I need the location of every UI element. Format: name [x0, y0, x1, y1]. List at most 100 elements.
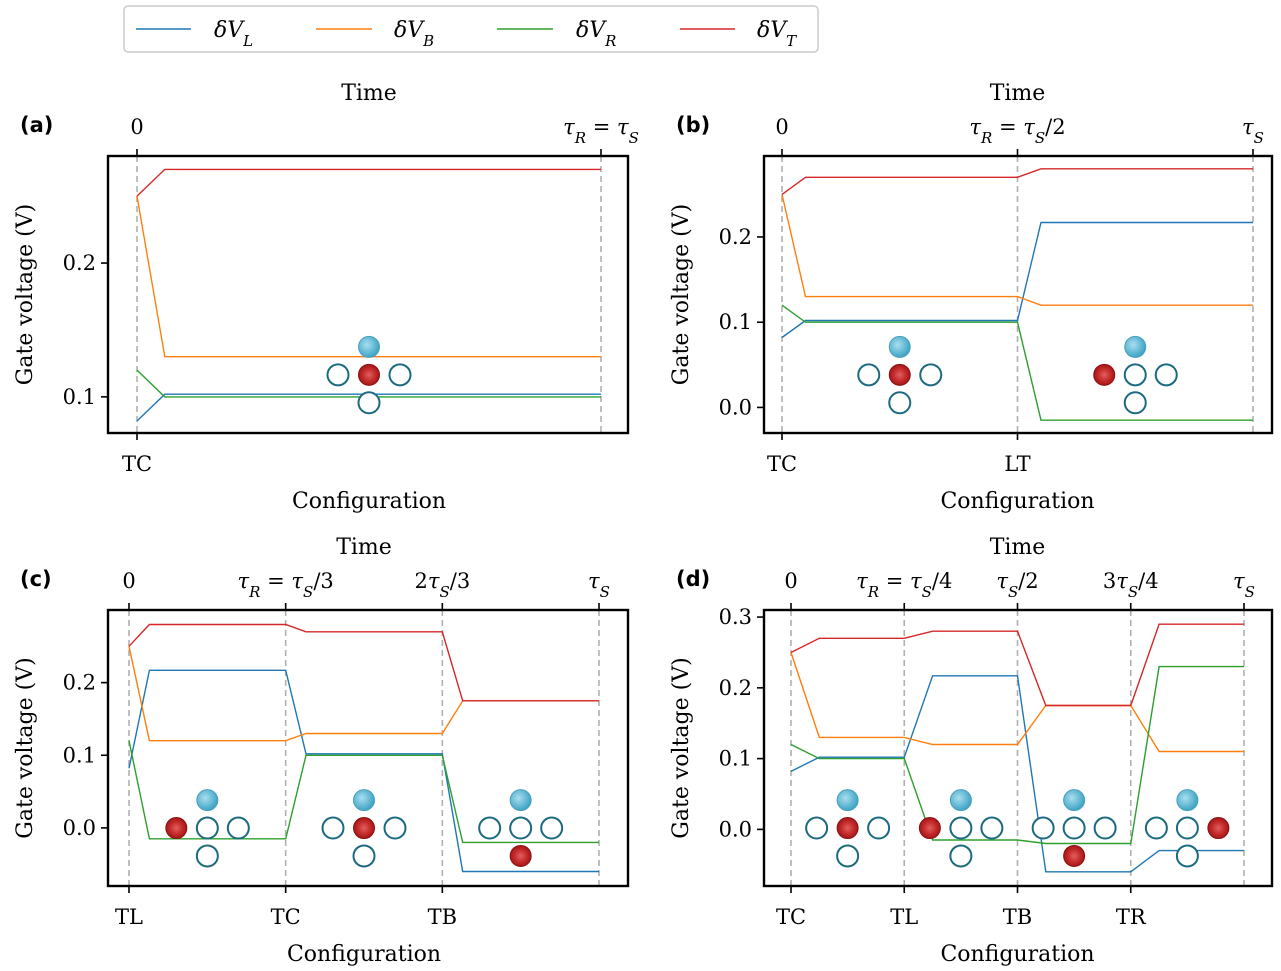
qubit-dot-bottom: [195, 844, 219, 868]
qubit-dot-left: [918, 817, 941, 840]
y-tick-label: 0.2: [719, 225, 752, 249]
configuration-tick-label: TL: [890, 905, 918, 929]
y-tick-label: 0.3: [719, 605, 752, 629]
configuration-tick-label: TR: [1116, 905, 1147, 929]
panel-label: (b): [676, 113, 710, 137]
panel-d: 0.0 0.1 0.2 0.3 TC TL TB TR 0 τR = τS/4 τS/2 3τS/4 τ…: [669, 535, 1274, 967]
panel-label: (a): [20, 113, 53, 137]
qubit-dot-right: [1207, 817, 1230, 840]
qubit-dot-right: [226, 816, 250, 840]
series-line-dv-t: [128, 623, 599, 702]
panels: 0.1 0.2 TC 0 τR = τS Configuration Time Gate vo…: [13, 81, 1274, 967]
qubit-dot-left: [326, 363, 350, 387]
y-axis-label: Gate voltage (V): [13, 204, 38, 385]
y-axis-label: Gate voltage (V): [669, 204, 694, 385]
panel-a: 0.1 0.2 TC 0 τR = τS Configuration Time Gate vo…: [13, 81, 639, 514]
time-tick-label: τS: [1242, 115, 1264, 147]
qubit-dot-center: [509, 816, 533, 840]
series-line-dv-l: [136, 393, 601, 422]
qubit-dot-left: [1144, 816, 1168, 840]
series-line-dv-b: [781, 194, 1253, 306]
plot-frame: [106, 608, 630, 888]
qubit-dot-bottom: [1123, 391, 1147, 415]
legend-frame: [123, 5, 819, 53]
panel-label: (d): [676, 567, 710, 591]
qubit-dot-bottom: [357, 391, 381, 415]
configuration-tick-label: TC: [767, 452, 797, 476]
series-line-dv-t: [790, 623, 1244, 707]
qubit-dot-top: [358, 335, 380, 358]
y-tick-label: 0.1: [719, 747, 752, 771]
top-axis-label: Time: [341, 81, 397, 106]
configuration-tick-label: TC: [776, 905, 806, 929]
x-axis-label: Configuration: [287, 942, 441, 967]
qubit-dot-bottom: [509, 844, 532, 867]
time-tick-label: 0: [784, 569, 797, 593]
qubit-dot-center: [353, 817, 375, 840]
qubit-configuration: [1031, 789, 1117, 867]
legend-label-1: δVB: [394, 18, 434, 50]
qubit-dot-center: [1123, 363, 1147, 387]
qubit-dot-right: [1093, 816, 1117, 840]
time-tick-label: 0: [775, 115, 788, 139]
configuration-tick-label: TC: [271, 905, 301, 929]
panel-c: 0.0 0.1 0.2 TL TC TB 0 τR = τS/3 2τS/3 τS Configur…: [13, 535, 630, 967]
qubit-dot-left: [1093, 363, 1116, 386]
qubit-configuration: [326, 335, 412, 415]
qubit-dot-left: [857, 363, 881, 387]
panel-label: (c): [20, 567, 52, 591]
qubit-dot-bottom: [949, 844, 973, 868]
qubit-dot-top: [509, 789, 532, 812]
qubit-dot-top: [1176, 789, 1199, 812]
series-line-dv-l: [790, 675, 1244, 873]
time-tick-label: τS/2: [996, 569, 1038, 601]
qubit-dot-top: [836, 789, 859, 812]
legend-entry-3: δVT: [680, 18, 797, 50]
qubit-dot-bottom: [1175, 844, 1199, 868]
qubit-dot-center: [888, 363, 911, 386]
time-tick-label: τR = τS: [563, 115, 639, 147]
configuration-tick-label: LT: [1004, 452, 1030, 476]
x-axis-label: Configuration: [940, 942, 1094, 967]
top-axis-label: Time: [990, 535, 1046, 560]
series-line-dv-r: [790, 665, 1244, 845]
time-tick-label: τR = τS/2: [969, 115, 1065, 147]
configuration-tick-label: TB: [1003, 905, 1032, 929]
qubit-configuration: [1144, 789, 1230, 868]
qubit-dot-top: [353, 789, 375, 812]
qubit-dot-left: [478, 816, 502, 840]
qubit-dot-right: [919, 363, 943, 387]
qubit-dot-top: [888, 335, 911, 358]
plot-frame: [106, 154, 630, 435]
qubit-dot-left: [165, 817, 188, 840]
qubit-dot-center: [358, 363, 380, 386]
qubit-dot-right: [540, 816, 564, 840]
y-tick-label: 0.2: [719, 676, 752, 700]
y-axis-label: Gate voltage (V): [669, 657, 694, 838]
series-line-dv-t: [781, 168, 1253, 195]
qubit-dot-right: [867, 816, 891, 840]
y-tick-label: 0.2: [63, 251, 96, 275]
qubit-configuration: [857, 335, 943, 415]
series-line-dv-r: [781, 304, 1253, 421]
series-line-dv-b: [136, 195, 601, 358]
series-line-dv-l: [781, 221, 1253, 339]
series-line-dv-r: [136, 369, 601, 398]
qubit-dot-right: [383, 816, 407, 840]
qubit-dot-center: [195, 816, 219, 840]
y-tick-label: 0.0: [719, 395, 752, 419]
y-tick-label: 0.1: [63, 743, 96, 767]
top-axis-label: Time: [336, 535, 392, 560]
qubit-configuration: [165, 789, 250, 868]
legend-entry-0: δVL: [136, 18, 253, 50]
qubit-dot-bottom: [888, 391, 912, 415]
qubit-dot-bottom: [836, 844, 860, 868]
qubit-dot-right: [388, 363, 412, 387]
qubit-dot-left: [321, 816, 345, 840]
qubit-dot-right: [1154, 363, 1178, 387]
series-line-dv-t: [136, 168, 601, 197]
qubit-dot-left: [1031, 816, 1055, 840]
time-tick-label: τR = τS/4: [856, 569, 952, 601]
qubit-dot-center: [1175, 816, 1199, 840]
configuration-tick-label: TB: [428, 905, 457, 929]
